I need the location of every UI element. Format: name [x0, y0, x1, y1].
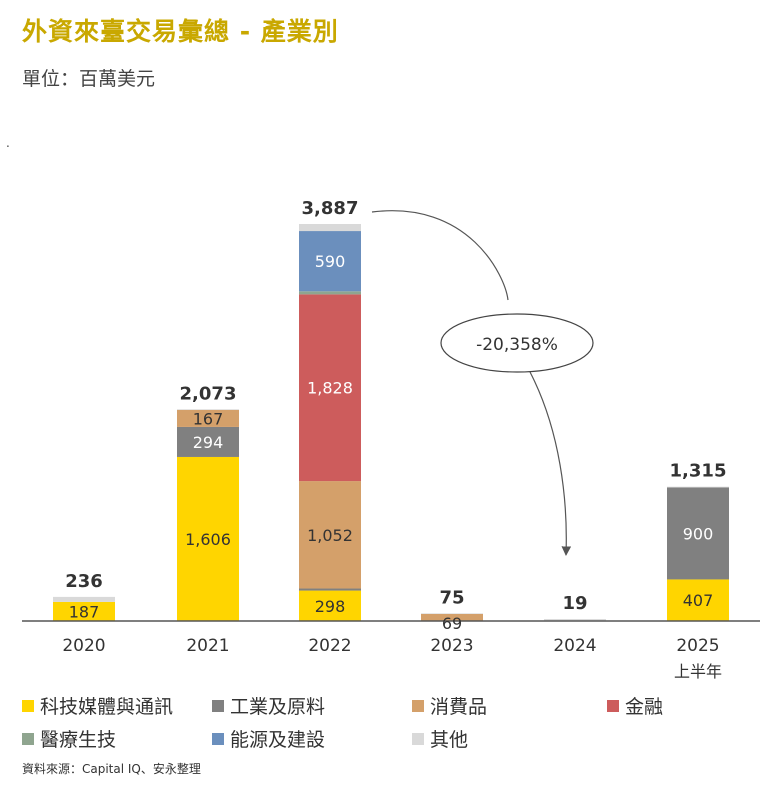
- bar-segment: [177, 409, 239, 410]
- bar-segment: [299, 481, 361, 589]
- bar-segment: [667, 579, 729, 621]
- stray-dot: .: [6, 136, 10, 150]
- legend-swatch: [212, 732, 224, 745]
- data-label: 1,606: [185, 530, 231, 549]
- legend-item: 能源及建設: [212, 725, 412, 752]
- bar-segment: [667, 487, 729, 580]
- total-label: 3,887: [302, 198, 359, 219]
- bar-segment: [177, 409, 239, 427]
- legend-swatch: [22, 699, 34, 712]
- legend-label: 科技媒體與通訊: [40, 696, 174, 718]
- bar-segment: [421, 613, 483, 621]
- data-label: 407: [683, 591, 714, 610]
- x-tick-label: 2022: [308, 636, 351, 656]
- data-label: 590: [315, 252, 346, 271]
- data-label: 69: [442, 614, 462, 633]
- data-label: 1,052: [307, 526, 353, 545]
- bar-segment: [299, 294, 361, 482]
- total-label: 1,315: [670, 461, 727, 482]
- x-tick-label: 2020: [62, 636, 105, 656]
- bar-segment: [667, 486, 729, 488]
- x-tick-label: 2024: [553, 636, 596, 656]
- stacked-bar-chart: 187 236 2020 1,606 294 167 2,073 2021 298 1,052 1,…: [22, 198, 760, 681]
- bar-segment: [299, 231, 361, 292]
- labels-layer: 187 236 2020 1,606 294 167 2,073 2021 298 1,052 1,…: [62, 198, 726, 681]
- annotation-ellipse: [440, 313, 594, 373]
- legend-item: 其他: [412, 725, 607, 752]
- bar-segment: [177, 456, 239, 621]
- total-label: 19: [562, 593, 587, 614]
- data-label: 187: [69, 602, 100, 621]
- legend-swatch: [212, 699, 224, 712]
- bar-segment: [421, 613, 483, 614]
- data-label: 167: [193, 409, 224, 428]
- annotation-arrow: [371, 210, 566, 555]
- legend-item: 消費品: [412, 692, 607, 719]
- data-label: 294: [193, 433, 224, 452]
- chart-legend: 科技媒體與通訊 工業及原料 消費品 金融醫療生技 能源及建設 其他: [22, 692, 762, 752]
- legend-item: 科技媒體與通訊: [22, 692, 212, 719]
- legend-item: 工業及原料: [212, 692, 412, 719]
- legend-swatch: [412, 699, 424, 712]
- data-label: 900: [683, 524, 714, 543]
- chart-unit: 單位：百萬美元: [22, 68, 156, 90]
- legend-label: 醫療生技: [40, 729, 117, 751]
- annotation-label: -20,358%: [476, 335, 558, 355]
- legend-item: 醫療生技: [22, 725, 212, 752]
- legend-label: 能源及建設: [230, 729, 326, 751]
- bar-segment: [299, 590, 361, 621]
- bar-segment: [544, 619, 606, 621]
- legend-label: 其他: [430, 729, 469, 751]
- x-tick-label: 2023: [430, 636, 473, 656]
- source-note: 資料來源：Capital IQ、安永整理: [22, 762, 201, 776]
- chart-title: 外資來臺交易彙總 - 產業別: [22, 17, 339, 46]
- x-tick-label: 2025: [676, 636, 719, 656]
- total-label: 75: [439, 587, 464, 608]
- bar-segment: [299, 291, 361, 295]
- bar-segment: [53, 601, 115, 621]
- data-label: 1,828: [307, 379, 353, 398]
- bar-segment: [177, 426, 239, 457]
- legend-label: 消費品: [430, 696, 488, 718]
- x-tick-sublabel: 上半年: [674, 662, 722, 681]
- legend-swatch: [607, 699, 619, 712]
- bar-segment: [53, 596, 115, 602]
- legend-item: 金融: [607, 692, 757, 719]
- legend-swatch: [22, 732, 34, 745]
- legend-label: 金融: [625, 696, 664, 718]
- legend-swatch: [412, 732, 424, 745]
- total-label: 2,073: [180, 383, 237, 404]
- bar-segment: [299, 588, 361, 591]
- data-label: 298: [315, 597, 346, 616]
- legend-label: 工業及原料: [230, 696, 326, 718]
- bar-segment: [299, 224, 361, 232]
- total-label: 236: [65, 571, 103, 592]
- bars-layer: [53, 224, 729, 621]
- x-tick-label: 2021: [186, 636, 229, 656]
